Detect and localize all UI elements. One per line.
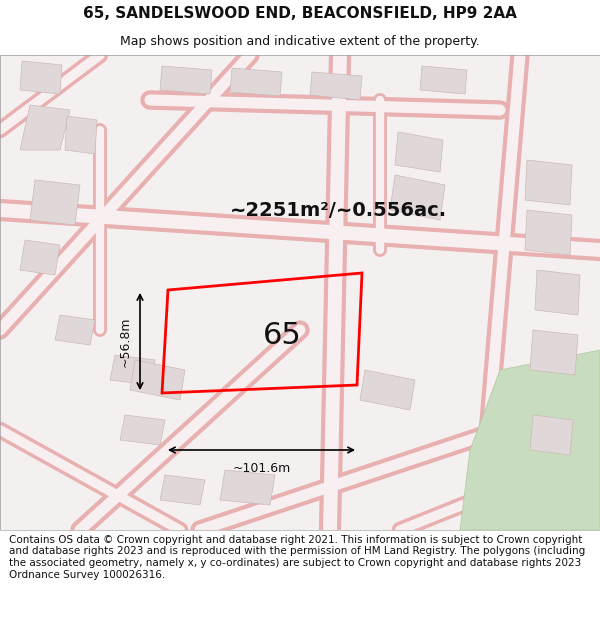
- Polygon shape: [30, 180, 80, 225]
- Polygon shape: [535, 270, 580, 315]
- Polygon shape: [530, 415, 573, 455]
- Polygon shape: [395, 132, 443, 172]
- Polygon shape: [160, 66, 212, 94]
- Polygon shape: [420, 66, 467, 94]
- Polygon shape: [360, 370, 415, 410]
- Text: Contains OS data © Crown copyright and database right 2021. This information is : Contains OS data © Crown copyright and d…: [9, 535, 585, 579]
- Text: ~56.8m: ~56.8m: [119, 316, 132, 367]
- Polygon shape: [20, 61, 62, 94]
- Polygon shape: [65, 116, 97, 154]
- Text: ~101.6m: ~101.6m: [232, 462, 290, 475]
- Polygon shape: [460, 350, 600, 530]
- Polygon shape: [20, 105, 70, 150]
- Polygon shape: [230, 68, 282, 96]
- Polygon shape: [20, 240, 60, 275]
- Polygon shape: [160, 475, 205, 505]
- Text: 65: 65: [263, 321, 302, 350]
- Polygon shape: [390, 175, 445, 220]
- Polygon shape: [220, 470, 275, 505]
- Polygon shape: [55, 315, 95, 345]
- Polygon shape: [530, 330, 578, 375]
- Text: ~2251m²/~0.556ac.: ~2251m²/~0.556ac.: [230, 201, 447, 219]
- Polygon shape: [525, 210, 572, 255]
- Polygon shape: [525, 160, 572, 205]
- Text: 65, SANDELSWOOD END, BEACONSFIELD, HP9 2AA: 65, SANDELSWOOD END, BEACONSFIELD, HP9 2…: [83, 6, 517, 21]
- Polygon shape: [310, 72, 362, 100]
- Polygon shape: [120, 415, 165, 445]
- Polygon shape: [130, 360, 185, 400]
- Text: Map shows position and indicative extent of the property.: Map shows position and indicative extent…: [120, 35, 480, 48]
- Polygon shape: [110, 355, 155, 385]
